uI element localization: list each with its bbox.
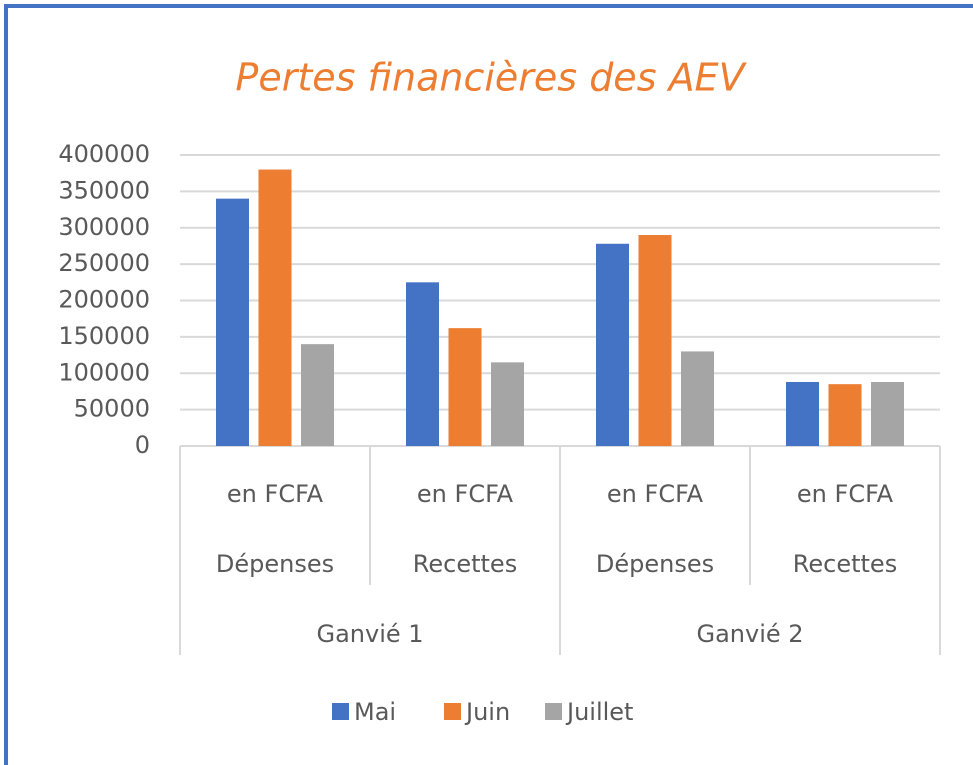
bar [491, 362, 524, 446]
x-subgroup-label: Recettes [793, 550, 897, 578]
y-tick-label: 300000 [58, 213, 150, 241]
bar [406, 282, 439, 446]
y-tick-label: 150000 [58, 322, 150, 350]
legend-label: Juin [464, 698, 510, 726]
bar [258, 169, 292, 447]
legend-swatch [545, 703, 562, 720]
x-group-label: Ganvié 2 [696, 620, 803, 648]
legend-swatch [444, 703, 461, 720]
bar [681, 351, 714, 446]
y-tick-label: 100000 [58, 358, 150, 386]
y-tick-label: 350000 [58, 176, 150, 204]
x-subgroup-label: Recettes [413, 550, 517, 578]
legend-label: Mai [354, 698, 396, 726]
y-tick-label: 50000 [74, 395, 150, 423]
chart-border [4, 4, 973, 765]
x-tick-label: en FCFA [227, 480, 324, 508]
legend-swatch [332, 703, 349, 720]
bar [828, 384, 862, 446]
x-group-label: Ganvié 1 [316, 620, 423, 648]
x-tick-label: en FCFA [797, 480, 894, 508]
bar [638, 235, 672, 446]
legend-label: Juillet [565, 698, 633, 726]
bar [786, 381, 819, 446]
x-subgroup-label: Dépenses [596, 550, 714, 578]
y-tick-label: 0 [135, 431, 150, 459]
y-tick-label: 200000 [58, 286, 150, 314]
bar [301, 344, 334, 446]
x-tick-label: en FCFA [607, 480, 704, 508]
x-subgroup-label: Dépenses [216, 550, 334, 578]
y-tick-label: 250000 [58, 249, 150, 277]
chart-title: Pertes financières des AEV [235, 56, 747, 100]
bar [596, 243, 629, 446]
y-tick-label: 400000 [58, 140, 150, 168]
bar [448, 328, 482, 446]
bar [871, 381, 904, 446]
x-tick-label: en FCFA [417, 480, 514, 508]
bar [216, 198, 249, 446]
